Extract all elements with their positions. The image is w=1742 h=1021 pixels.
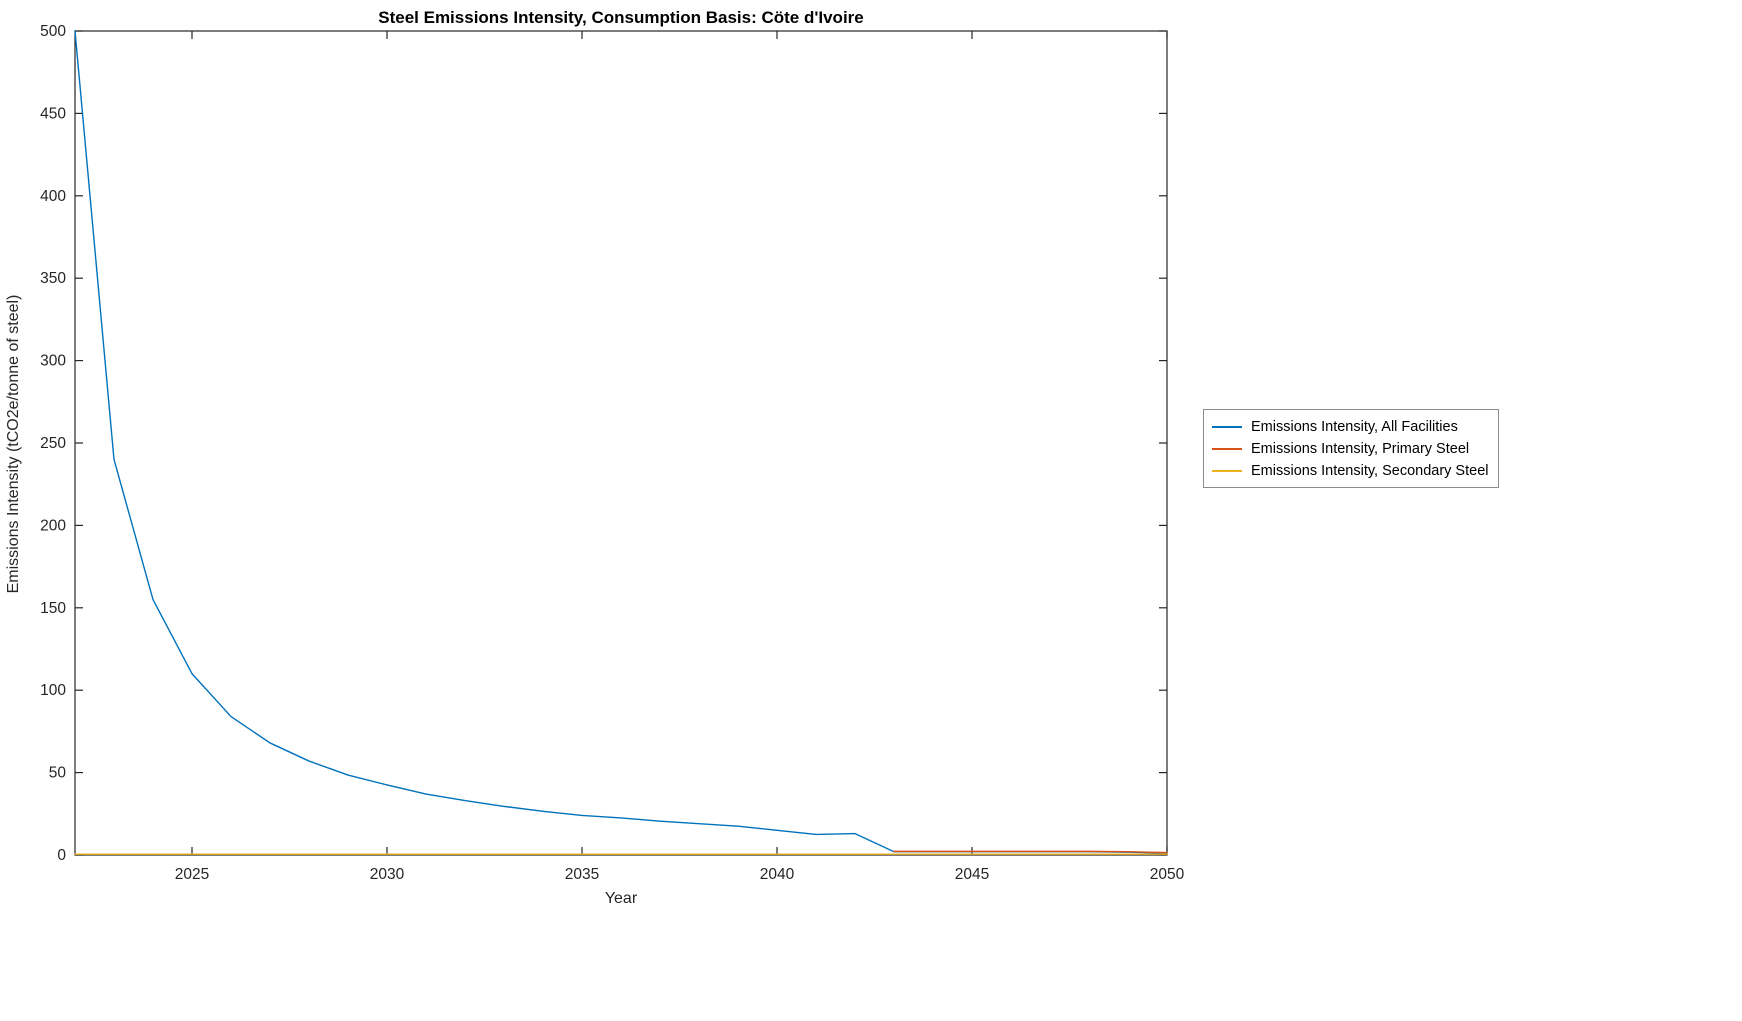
series-line-emissions-intensity-primary-steel	[893, 850, 1168, 854]
y-tick-label: 350	[40, 270, 66, 287]
x-tick-label: 2025	[175, 866, 209, 883]
legend-entry: Emissions Intensity, Secondary Steel	[1212, 461, 1488, 480]
y-tick-label: 50	[49, 765, 67, 782]
legend-entry: Emissions Intensity, Primary Steel	[1212, 439, 1488, 458]
legend-label: Emissions Intensity, Primary Steel	[1251, 440, 1470, 457]
series-line-emissions-intensity-all-facilities	[74, 30, 1168, 854]
axes-box	[74, 30, 1168, 856]
y-tick-label: 0	[57, 847, 66, 864]
x-tick-label: 2035	[565, 866, 599, 883]
y-tick-label: 250	[40, 435, 66, 452]
legend-line-swatch	[1212, 447, 1242, 450]
y-tick-label: 150	[40, 600, 66, 617]
legend-label: Emissions Intensity, All Facilities	[1251, 418, 1458, 435]
x-tick-label: 2040	[760, 866, 795, 883]
y-tick-label: 200	[40, 517, 66, 534]
x-tick-label: 2030	[370, 866, 405, 883]
y-axis-label: Emissions Intensity (tCO2e/tonne of stee…	[5, 294, 22, 594]
legend: Emissions Intensity, All Facilities Emis…	[1203, 409, 1500, 488]
legend-line-swatch	[1212, 425, 1242, 428]
y-tick-label: 500	[40, 23, 66, 40]
y-tick-label: 450	[40, 105, 66, 122]
x-tick-label: 2045	[955, 866, 989, 883]
y-tick-label: 300	[40, 353, 66, 370]
y-tick-label: 100	[40, 682, 66, 699]
chart-title: Steel Emissions Intensity, Consumption B…	[378, 8, 864, 27]
legend-entry: Emissions Intensity, All Facilities	[1212, 417, 1488, 436]
x-axis-ticks: 2025 2030 2035 2040 2045 2050	[175, 31, 1185, 883]
legend-line-swatch	[1212, 469, 1242, 472]
x-tick-label: 2050	[1150, 866, 1185, 883]
x-axis-label: Year	[604, 890, 638, 907]
legend-label: Emissions Intensity, Secondary Steel	[1251, 462, 1489, 479]
y-axis-ticks: 0 50 100 150 200 250 300 350 400 450 500	[40, 23, 1167, 864]
y-tick-label: 400	[40, 188, 66, 205]
